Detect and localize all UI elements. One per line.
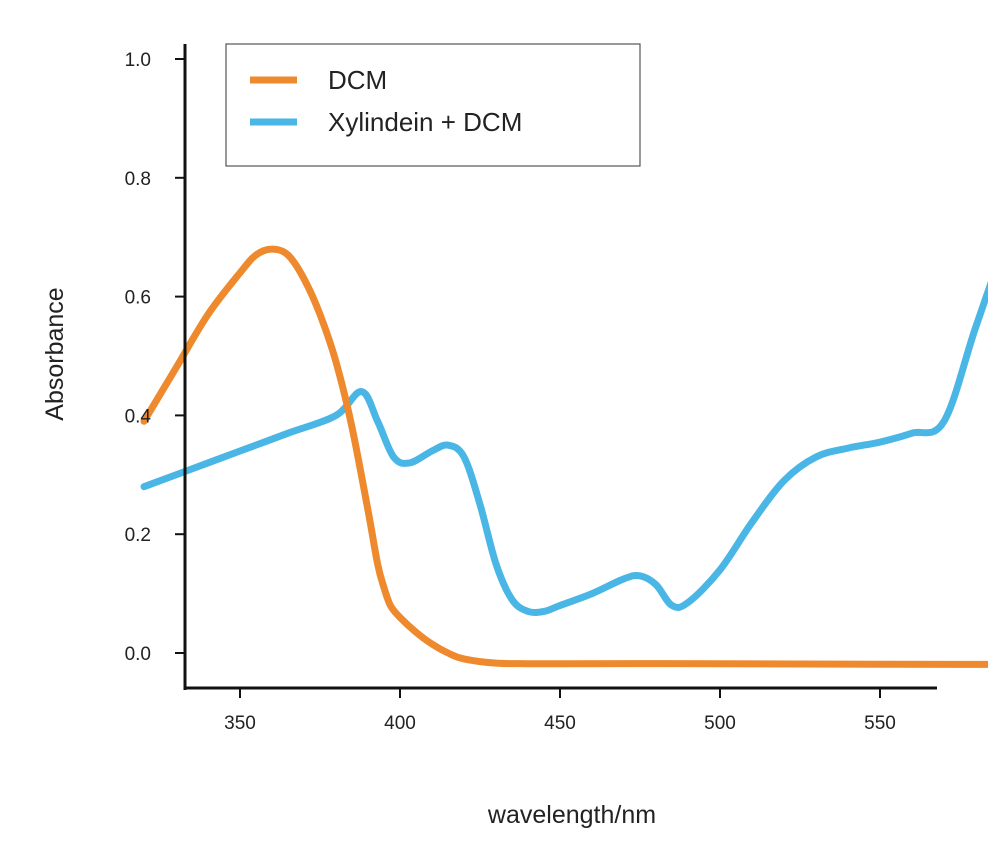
axes bbox=[183, 44, 937, 690]
x-tick-label: 500 bbox=[704, 713, 736, 734]
y-axis-title: Absorbance bbox=[41, 287, 69, 420]
legend-label: Xylindein + DCM bbox=[328, 107, 522, 137]
plot-area bbox=[140, 245, 988, 668]
y-tick-label: 0.6 bbox=[125, 288, 151, 309]
y-tick-label: 0.4 bbox=[125, 406, 152, 427]
ticks: 3504004505005506006507000.00.20.40.60.81… bbox=[125, 50, 896, 734]
y-tick-label: 0.0 bbox=[125, 644, 151, 665]
y-tick-label: 1.0 bbox=[125, 50, 151, 71]
legend-label: DCM bbox=[328, 65, 387, 95]
y-tick-label: 0.2 bbox=[125, 525, 151, 546]
x-tick-label: 550 bbox=[864, 713, 896, 734]
y-tick-label: 0.8 bbox=[125, 169, 151, 190]
x-tick-label: 450 bbox=[544, 713, 576, 734]
legend-box bbox=[225, 43, 641, 167]
legend: DCM Xylindein + DCM bbox=[225, 43, 641, 167]
x-tick-label: 400 bbox=[384, 713, 416, 734]
x-tick-label: 350 bbox=[224, 713, 256, 734]
series-line-0 bbox=[140, 245, 988, 668]
x-axis-title: wavelength/nm bbox=[487, 801, 656, 829]
series-line-1 bbox=[140, 280, 988, 617]
